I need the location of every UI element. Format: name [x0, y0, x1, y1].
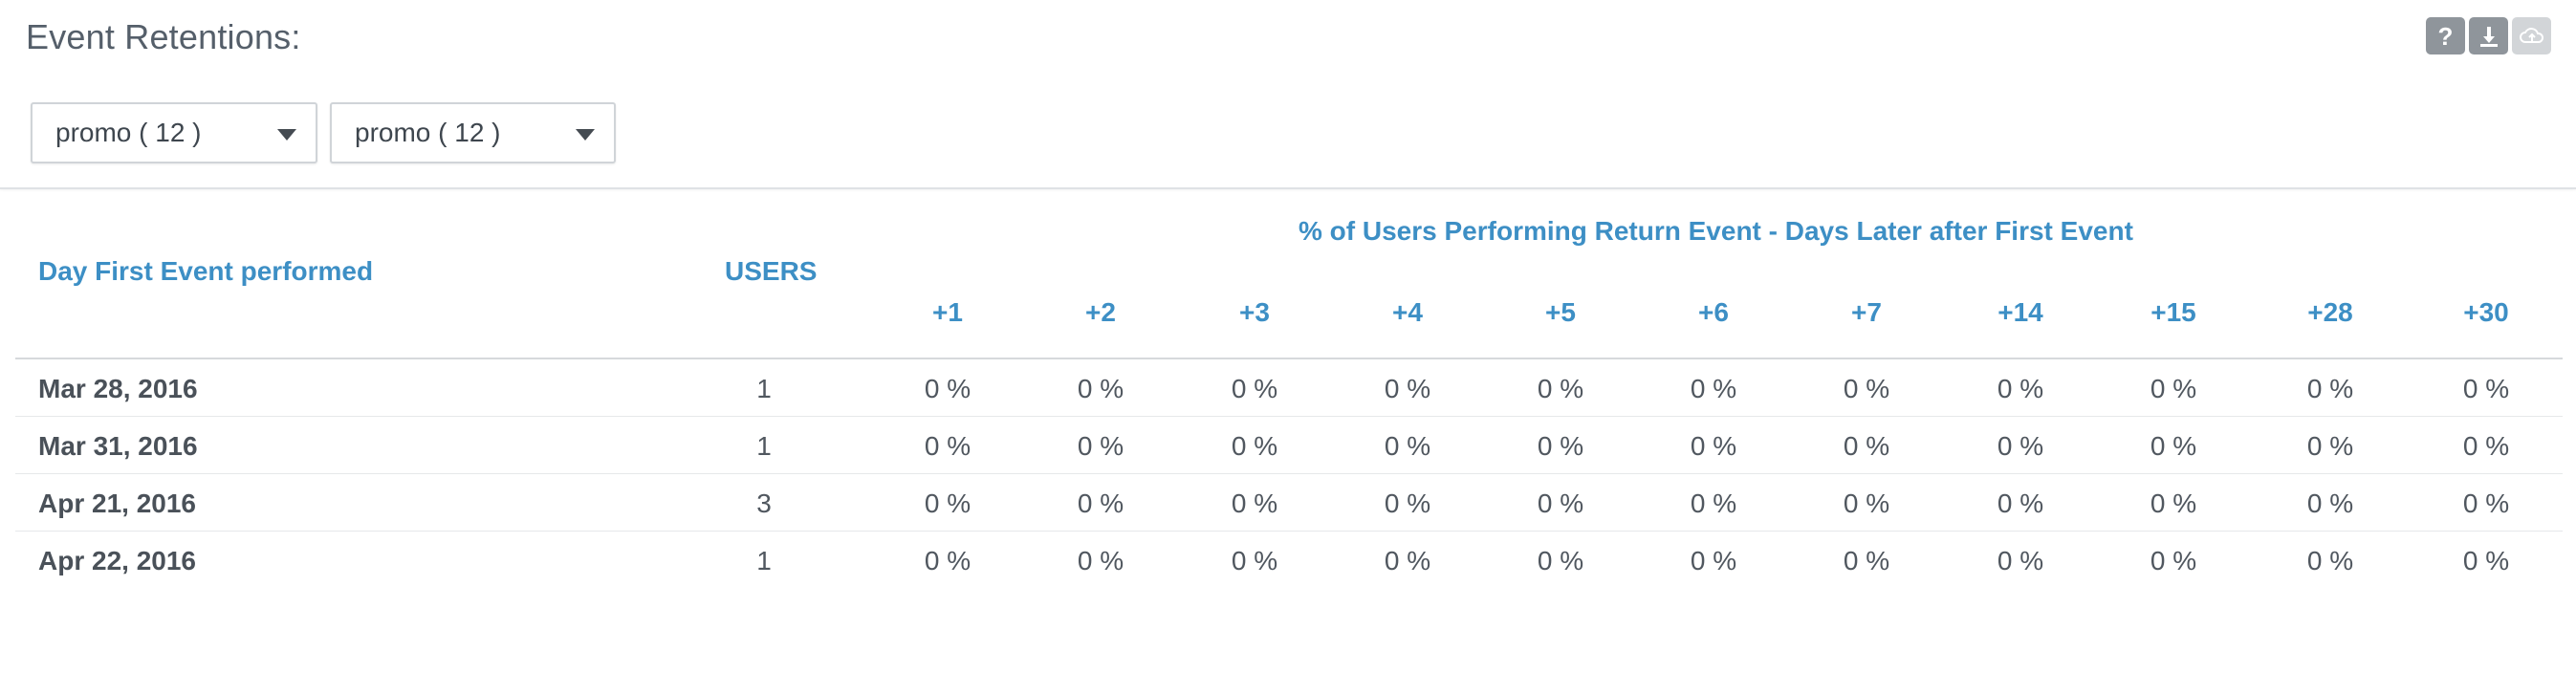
retention-value: 0 %	[1384, 488, 1431, 518]
row-date: Mar 28, 2016	[38, 374, 198, 403]
column-header-day-offset[interactable]: +30	[2463, 297, 2509, 327]
first-event-value: promo ( 12 )	[55, 118, 202, 147]
retention-value: 0 %	[2306, 488, 2354, 518]
retention-value: 0 %	[1077, 488, 1124, 518]
row-users: 1	[756, 546, 772, 575]
first-event-select[interactable]: promo ( 12 )	[31, 102, 317, 163]
column-header-day-offset[interactable]: +14	[1997, 297, 2043, 327]
retention-value: 0 %	[1384, 431, 1431, 461]
download-icon	[2479, 26, 2498, 47]
cloud-icon	[2519, 27, 2543, 43]
retention-value: 0 %	[1690, 488, 1737, 518]
retention-value: 0 %	[2462, 374, 2510, 403]
retention-value: 0 %	[1384, 546, 1431, 575]
retention-value: 0 %	[2150, 488, 2197, 518]
return-event-value: promo ( 12 )	[355, 118, 501, 147]
retention-value: 0 %	[1843, 488, 1890, 518]
retention-value: 0 %	[1690, 546, 1737, 575]
retention-value: 0 %	[924, 488, 971, 518]
retention-value: 0 %	[1537, 546, 1584, 575]
return-event-select[interactable]: promo ( 12 )	[330, 102, 616, 163]
retention-value: 0 %	[1537, 431, 1584, 461]
retention-value: 0 %	[1231, 488, 1278, 518]
section-divider	[0, 187, 2576, 189]
retention-table: Day First Event performed USERS % of Use…	[15, 189, 2563, 588]
table-header: Day First Event performed USERS % of Use…	[15, 189, 2563, 359]
column-header-day-offset[interactable]: +28	[2307, 297, 2353, 327]
retention-value: 0 %	[1077, 431, 1124, 461]
column-header-day[interactable]: Day First Event performed	[38, 256, 374, 286]
retention-value: 0 %	[1997, 374, 2044, 403]
row-date: Apr 21, 2016	[38, 488, 196, 518]
row-users: 1	[756, 374, 772, 403]
retention-value: 0 %	[2306, 374, 2354, 403]
retention-value: 0 %	[1997, 431, 2044, 461]
row-users: 3	[756, 488, 772, 518]
retention-value: 0 %	[1077, 546, 1124, 575]
retention-value: 0 %	[924, 431, 971, 461]
help-button[interactable]: ?	[2426, 17, 2465, 54]
retention-value: 0 %	[2306, 546, 2354, 575]
retention-value: 0 %	[1231, 546, 1278, 575]
table-row: Mar 31, 2016 1 0 % 0 % 0 % 0 % 0 % 0 % 0…	[15, 417, 2563, 474]
retention-value: 0 %	[2150, 431, 2197, 461]
column-header-day-offset[interactable]: +7	[1851, 297, 1882, 327]
retention-value: 0 %	[1997, 488, 2044, 518]
retention-value: 0 %	[924, 374, 971, 403]
retention-value: 0 %	[1997, 546, 2044, 575]
chevron-down-icon	[277, 129, 296, 141]
table-row: Mar 28, 2016 1 0 % 0 % 0 % 0 % 0 % 0 % 0…	[15, 359, 2563, 417]
column-header-day-offset[interactable]: +5	[1545, 297, 1576, 327]
retention-value: 0 %	[1843, 546, 1890, 575]
column-header-day-offset[interactable]: +4	[1392, 297, 1423, 327]
page-header: Event Retentions: ?	[0, 0, 2576, 76]
retention-value: 0 %	[2150, 546, 2197, 575]
column-group-header: % of Users Performing Return Event - Day…	[1299, 216, 2133, 246]
retention-value: 0 %	[1537, 488, 1584, 518]
page-title: Event Retentions:	[26, 17, 301, 56]
retention-value: 0 %	[2462, 431, 2510, 461]
help-icon: ?	[2437, 21, 2454, 51]
retention-value: 0 %	[1690, 374, 1737, 403]
row-users: 1	[756, 431, 772, 461]
cloud-upload-button[interactable]	[2512, 17, 2551, 54]
retention-value: 0 %	[2150, 374, 2197, 403]
retention-value: 0 %	[1077, 374, 1124, 403]
column-header-day-offset[interactable]: +2	[1085, 297, 1116, 327]
column-header-day-offset[interactable]: +1	[932, 297, 963, 327]
download-button[interactable]	[2469, 17, 2508, 54]
chevron-down-icon	[576, 129, 595, 141]
column-header-day-offset[interactable]: +15	[2150, 297, 2196, 327]
column-header-day-offset[interactable]: +6	[1698, 297, 1729, 327]
retention-value: 0 %	[924, 546, 971, 575]
retention-value: 0 %	[1843, 374, 1890, 403]
table-row: Apr 21, 2016 3 0 % 0 % 0 % 0 % 0 % 0 % 0…	[15, 474, 2563, 532]
toolbar: ?	[2426, 17, 2551, 54]
retention-value: 0 %	[1537, 374, 1584, 403]
event-filters: promo ( 12 ) promo ( 12 )	[31, 102, 616, 163]
retention-value: 0 %	[2462, 546, 2510, 575]
retention-value: 0 %	[1384, 374, 1431, 403]
retention-value: 0 %	[2462, 488, 2510, 518]
retention-value: 0 %	[1231, 374, 1278, 403]
retention-value: 0 %	[1231, 431, 1278, 461]
table-row: Apr 22, 2016 1 0 % 0 % 0 % 0 % 0 % 0 % 0…	[15, 532, 2563, 588]
row-date: Apr 22, 2016	[38, 546, 196, 575]
retention-value: 0 %	[1843, 431, 1890, 461]
column-header-day-offset[interactable]: +3	[1239, 297, 1270, 327]
column-header-users[interactable]: USERS	[725, 256, 818, 286]
row-date: Mar 31, 2016	[38, 431, 198, 461]
retention-value: 0 %	[2306, 431, 2354, 461]
retention-value: 0 %	[1690, 431, 1737, 461]
